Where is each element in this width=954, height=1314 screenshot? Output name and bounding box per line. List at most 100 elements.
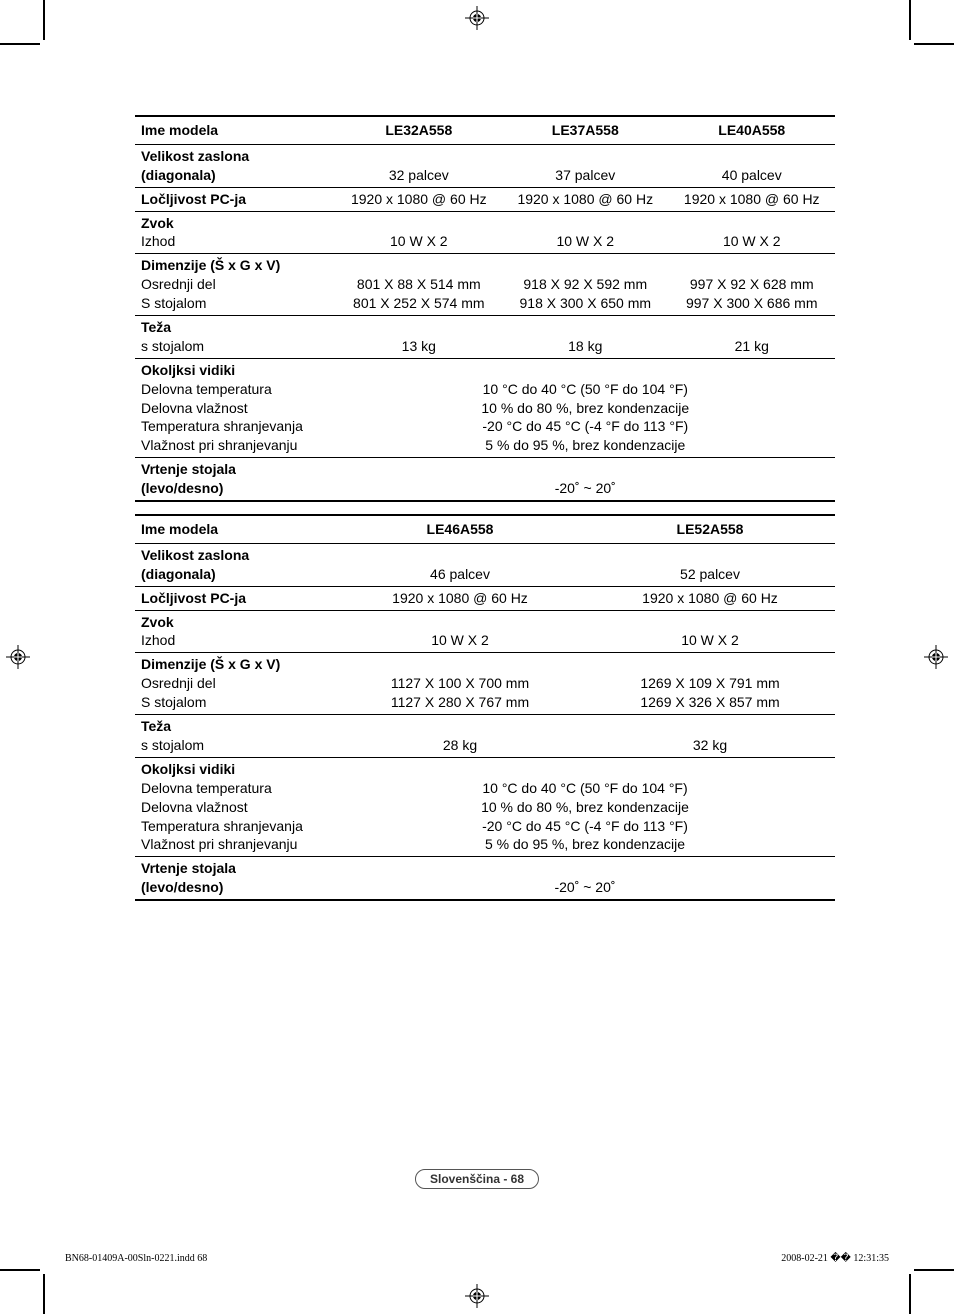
row-label: Teža s stojalom bbox=[135, 316, 336, 359]
registration-mark-icon bbox=[465, 1284, 489, 1308]
cell-value: -20˚ ~ 20˚ bbox=[555, 480, 616, 496]
cell: 28 kg bbox=[335, 715, 585, 758]
cell: 10 W X 2 bbox=[335, 610, 585, 653]
crop-mark bbox=[43, 1274, 45, 1314]
row-label-sub: Temperatura shranjevanja bbox=[141, 818, 303, 834]
cell-value: 801 X 88 X 514 mm bbox=[357, 276, 481, 292]
row-label-bold: Okoljksi vidiki bbox=[141, 362, 235, 378]
row-label-bold: Dimenzije (Š x G x V) bbox=[141, 656, 280, 672]
row-label-sub: (levo/desno) bbox=[141, 480, 223, 496]
table-header-model: LE46A558 bbox=[335, 515, 585, 543]
table-header-model: LE52A558 bbox=[585, 515, 835, 543]
cell-value: 1127 X 280 X 767 mm bbox=[391, 694, 529, 710]
row-label-sub: Temperatura shranjevanja bbox=[141, 418, 303, 434]
cell: 32 palcev bbox=[336, 144, 502, 187]
cell-value: 46 palcev bbox=[430, 566, 490, 582]
cell-value: 52 palcev bbox=[680, 566, 740, 582]
row-label-sub: Delovna temperatura bbox=[141, 381, 272, 397]
cell-value: 10 % do 80 %, brez kondenzacije bbox=[481, 799, 689, 815]
row-label-bold: Velikost zaslona bbox=[141, 547, 249, 563]
cell-span: -20˚ ~ 20˚ bbox=[335, 857, 835, 900]
row-label: Okoljksi vidiki Delovna temperatura Delo… bbox=[135, 358, 336, 457]
crop-mark bbox=[909, 0, 911, 40]
row-label-sub: Vlažnost pri shranjevanju bbox=[141, 836, 297, 852]
cell-value: 1920 x 1080 @ 60 Hz bbox=[502, 187, 668, 211]
cell: 10 W X 2 bbox=[336, 211, 502, 254]
table-header-label: Ime modela bbox=[135, 515, 335, 543]
cell-value: 801 X 252 X 574 mm bbox=[353, 295, 485, 311]
cell-value: 5 % do 95 %, brez kondenzacije bbox=[485, 437, 685, 453]
row-label-sub: Izhod bbox=[141, 233, 175, 249]
cell-value: 32 kg bbox=[693, 737, 727, 753]
row-label: Vrtenje stojala (levo/desno) bbox=[135, 458, 336, 501]
cell: 52 palcev bbox=[585, 543, 835, 586]
cell-value: 32 palcev bbox=[389, 167, 449, 183]
cell-value: 40 palcev bbox=[722, 167, 782, 183]
cell: 21 kg bbox=[669, 316, 836, 359]
cell-value: 1269 X 109 X 791 mm bbox=[640, 675, 779, 691]
row-label-sub: Delovna vlažnost bbox=[141, 799, 248, 815]
row-label-bold: Zvok bbox=[141, 215, 174, 231]
cell: 1127 X 100 X 700 mm 1127 X 280 X 767 mm bbox=[335, 653, 585, 715]
registration-mark-icon bbox=[6, 645, 30, 669]
registration-mark-icon bbox=[924, 645, 948, 669]
row-label: Zvok Izhod bbox=[135, 610, 335, 653]
cell-value: 1920 x 1080 @ 60 Hz bbox=[669, 187, 836, 211]
cell-span: 10 °C do 40 °C (50 °F do 104 °F) 10 % do… bbox=[335, 757, 835, 856]
row-label-sub: S stojalom bbox=[141, 295, 206, 311]
table-header-model: LE37A558 bbox=[502, 116, 668, 144]
cell-value: -20 °C do 45 °C (-4 °F do 113 °F) bbox=[482, 818, 688, 834]
spec-table-2: Ime modela LE46A558 LE52A558 Velikost za… bbox=[135, 514, 835, 901]
page-number-badge: Slovenščina - 68 bbox=[415, 1169, 539, 1189]
crop-mark bbox=[0, 43, 40, 45]
cell-value: 10 W X 2 bbox=[431, 632, 489, 648]
row-label-bold: Vrtenje stojala bbox=[141, 461, 236, 477]
footer-timestamp: 2008-02-21 �� 12:31:35 bbox=[781, 1253, 889, 1264]
row-label: Dimenzije (Š x G x V) Osrednji del S sto… bbox=[135, 653, 335, 715]
cell-value: 997 X 300 X 686 mm bbox=[686, 295, 818, 311]
crop-mark bbox=[43, 0, 45, 40]
cell: 40 palcev bbox=[669, 144, 836, 187]
cell-value: 37 palcev bbox=[555, 167, 615, 183]
row-label-sub: s stojalom bbox=[141, 737, 204, 753]
page-content: Ime modela LE32A558 LE37A558 LE40A558 Ve… bbox=[135, 115, 835, 913]
table-header-model: LE32A558 bbox=[336, 116, 502, 144]
cell: 918 X 92 X 592 mm 918 X 300 X 650 mm bbox=[502, 254, 668, 316]
row-label-bold: Dimenzije (Š x G x V) bbox=[141, 257, 280, 273]
row-label: Zvok Izhod bbox=[135, 211, 336, 254]
cell: 10 W X 2 bbox=[502, 211, 668, 254]
cell: 13 kg bbox=[336, 316, 502, 359]
row-label: Dimenzije (Š x G x V) Osrednji del S sto… bbox=[135, 254, 336, 316]
row-label-sub: (diagonala) bbox=[141, 167, 216, 183]
cell-value: 1920 x 1080 @ 60 Hz bbox=[335, 586, 585, 610]
cell-value: 997 X 92 X 628 mm bbox=[690, 276, 814, 292]
row-label-sub: s stojalom bbox=[141, 338, 204, 354]
cell-span: 10 °C do 40 °C (50 °F do 104 °F) 10 % do… bbox=[336, 358, 835, 457]
cell: 997 X 92 X 628 mm 997 X 300 X 686 mm bbox=[669, 254, 836, 316]
cell-value: 1269 X 326 X 857 mm bbox=[640, 694, 779, 710]
cell-value: 1127 X 100 X 700 mm bbox=[391, 675, 529, 691]
cell-value: 21 kg bbox=[735, 338, 769, 354]
crop-mark bbox=[0, 1269, 40, 1271]
row-label: Vrtenje stojala (levo/desno) bbox=[135, 857, 335, 900]
cell-value: 1920 x 1080 @ 60 Hz bbox=[585, 586, 835, 610]
row-label-sub: Osrednji del bbox=[141, 276, 216, 292]
crop-mark bbox=[914, 43, 954, 45]
row-label-sub: (levo/desno) bbox=[141, 879, 223, 895]
cell-value: 5 % do 95 %, brez kondenzacije bbox=[485, 836, 685, 852]
row-label-sub: (diagonala) bbox=[141, 566, 216, 582]
row-label-sub: Delovna vlažnost bbox=[141, 400, 248, 416]
cell: 46 palcev bbox=[335, 543, 585, 586]
cell-value: 918 X 92 X 592 mm bbox=[523, 276, 647, 292]
row-label-bold: Teža bbox=[141, 319, 171, 335]
footer-filename: BN68-01409A-00Sln-0221.indd 68 bbox=[65, 1253, 207, 1264]
row-label-sub: Izhod bbox=[141, 632, 175, 648]
cell-value: 10 W X 2 bbox=[390, 233, 448, 249]
cell-value: 10 W X 2 bbox=[681, 632, 739, 648]
cell: 10 W X 2 bbox=[585, 610, 835, 653]
row-label: Ločljivost PC-ja bbox=[135, 187, 336, 211]
cell-value: -20˚ ~ 20˚ bbox=[554, 879, 615, 895]
cell: 37 palcev bbox=[502, 144, 668, 187]
row-label-bold: Teža bbox=[141, 718, 171, 734]
row-label-bold: Vrtenje stojala bbox=[141, 860, 236, 876]
